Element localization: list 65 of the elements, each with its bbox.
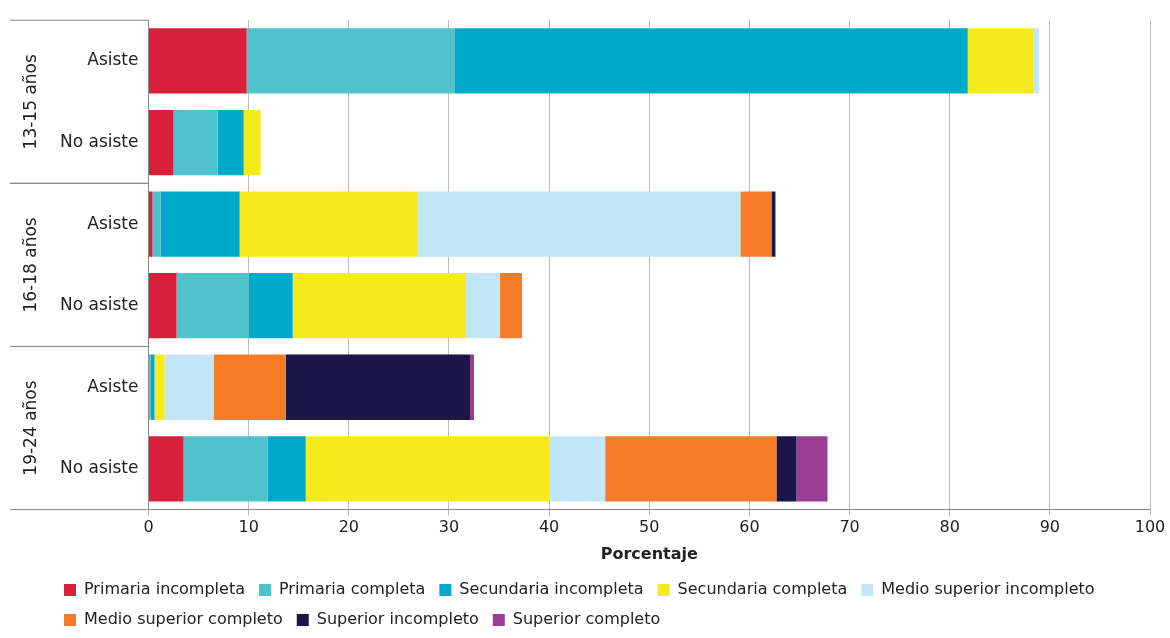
x-tick-label: 100 bbox=[1134, 517, 1166, 537]
bar bbox=[771, 191, 776, 257]
legend-label: Superior completo bbox=[512, 609, 661, 629]
x-tick-label: 60 bbox=[739, 517, 760, 537]
bar bbox=[1033, 28, 1039, 94]
bar bbox=[239, 191, 418, 257]
y-tick-label: No asiste bbox=[59, 130, 139, 151]
bar bbox=[267, 436, 306, 502]
bar bbox=[149, 28, 247, 94]
bar bbox=[500, 273, 523, 339]
bar bbox=[967, 28, 1034, 94]
y-tick-label: Asiste bbox=[87, 375, 139, 396]
x-tick-label: 20 bbox=[338, 517, 359, 537]
bar bbox=[173, 109, 218, 176]
bar bbox=[454, 28, 968, 94]
text: 19-24 años bbox=[20, 380, 41, 476]
y-tick-label: Asiste bbox=[87, 49, 139, 70]
legend-label: Medio superior completo bbox=[84, 609, 283, 629]
legend-label: Secundaria incompleta bbox=[459, 579, 644, 599]
y-tick-label: No asiste bbox=[59, 294, 139, 315]
x-tick-label: 50 bbox=[639, 517, 660, 537]
bar bbox=[149, 436, 184, 502]
bar bbox=[183, 436, 268, 502]
bar bbox=[246, 28, 455, 94]
y-tick-label: Asiste bbox=[87, 212, 139, 233]
bar bbox=[149, 109, 174, 176]
bar bbox=[150, 354, 155, 420]
bar bbox=[149, 273, 177, 339]
legend-label: Primaria completa bbox=[278, 579, 426, 599]
x-tick-label: 0 bbox=[143, 517, 154, 537]
bar bbox=[285, 354, 470, 420]
bar bbox=[149, 191, 153, 257]
bar bbox=[796, 436, 828, 502]
x-tick-label: 30 bbox=[438, 517, 460, 537]
bar bbox=[740, 191, 772, 257]
x-tick-label: 10 bbox=[238, 517, 259, 537]
legend-label: Secundaria completa bbox=[677, 579, 848, 599]
bar bbox=[217, 109, 244, 176]
bar bbox=[160, 191, 240, 257]
bar bbox=[154, 354, 165, 420]
bar bbox=[776, 436, 797, 502]
bar bbox=[605, 436, 777, 502]
x-tick-label: 90 bbox=[1039, 517, 1061, 537]
bar bbox=[248, 273, 293, 339]
text: 16-18 años bbox=[20, 217, 41, 313]
bar bbox=[292, 273, 466, 339]
bar bbox=[417, 191, 741, 257]
bar bbox=[469, 354, 474, 420]
bar bbox=[213, 354, 286, 420]
bar bbox=[176, 273, 249, 339]
x-tick-label: 70 bbox=[839, 517, 860, 537]
legend-label: Superior incompleto bbox=[316, 609, 479, 629]
bar bbox=[164, 354, 214, 420]
legend-label: Primaria incompleta bbox=[84, 579, 245, 599]
bar bbox=[549, 436, 606, 502]
x-tick-label: 40 bbox=[538, 517, 560, 537]
bar bbox=[305, 436, 550, 502]
bar bbox=[465, 273, 501, 339]
text: 13-15 años bbox=[20, 54, 41, 150]
x-axis-title: Porcentaje bbox=[600, 543, 698, 563]
bar bbox=[152, 191, 161, 257]
legend-label: Medio superior incompleto bbox=[881, 579, 1095, 599]
y-tick-label: No asiste bbox=[59, 457, 139, 478]
bar bbox=[243, 109, 261, 176]
x-tick-label: 80 bbox=[939, 517, 960, 537]
